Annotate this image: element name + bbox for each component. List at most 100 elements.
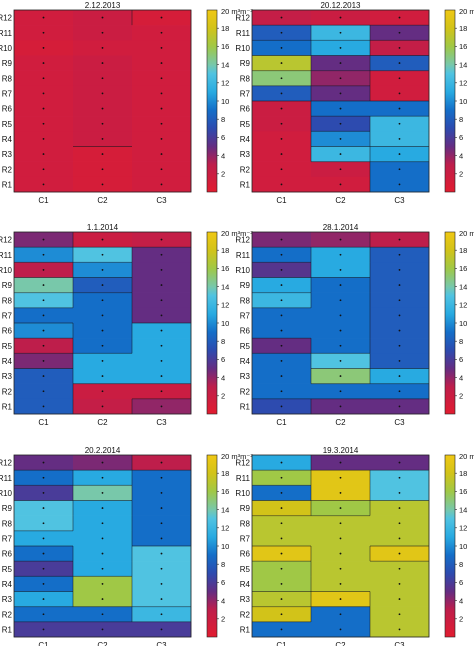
sample-point — [42, 375, 45, 377]
y-tick-label: R6 — [240, 105, 251, 114]
x-tick-label: C3 — [394, 641, 405, 646]
sample-point — [398, 253, 401, 256]
sample-point — [42, 168, 45, 171]
sample-point — [101, 138, 104, 140]
sample-point — [280, 62, 283, 64]
sample-point — [160, 329, 163, 332]
plot-frame — [13, 9, 192, 193]
plot-frame — [251, 454, 430, 638]
y-tick-label: R5 — [2, 342, 13, 351]
sample-point — [280, 329, 283, 332]
y-tick-label: R6 — [2, 550, 13, 559]
sample-point — [280, 92, 283, 95]
colorbar-unit-label: 20 m³m⁻³ — [221, 452, 253, 461]
y-tick-label: R11 — [236, 251, 251, 260]
y-tick-label: R3 — [240, 372, 251, 381]
sample-point — [398, 299, 401, 302]
colorbar — [444, 454, 456, 638]
x-tick-label: C1 — [38, 641, 49, 646]
sample-point — [280, 299, 283, 302]
sample-point — [398, 269, 401, 271]
colorbar-tick-label: 6 — [221, 578, 225, 587]
sample-point — [42, 598, 45, 600]
sample-point — [101, 598, 104, 600]
colorbar-tick-label: 4 — [221, 373, 225, 382]
sample-point — [42, 344, 45, 347]
sample-point — [398, 344, 401, 347]
sample-point — [280, 153, 283, 155]
colorbar-tick-label: 10 — [459, 97, 467, 106]
sample-point — [42, 461, 45, 464]
sample-point — [42, 613, 45, 616]
sample-point — [398, 92, 401, 95]
sample-point — [398, 507, 401, 509]
colorbar-tick-label: 12 — [459, 301, 467, 310]
colorbar-tick-label: 16 — [221, 42, 229, 51]
sample-point — [339, 613, 342, 616]
y-tick-label: R8 — [240, 74, 251, 83]
y-tick-label: R4 — [2, 135, 13, 144]
sample-point — [101, 238, 104, 241]
sample-point — [101, 153, 104, 155]
x-tick-label: C3 — [156, 418, 167, 427]
y-tick-label: R7 — [2, 534, 13, 543]
y-tick-label: R10 — [235, 489, 250, 498]
colorbar-tick-label: 2 — [221, 392, 225, 401]
sample-point — [42, 284, 45, 286]
y-tick-label: R5 — [2, 565, 13, 574]
y-tick-label: R4 — [240, 580, 251, 589]
sample-point — [339, 390, 342, 393]
y-tick-label: R5 — [240, 342, 251, 351]
colorbar-unit-label: 20 m³m⁻³ — [459, 452, 474, 461]
colorbar-tick-label: 18 — [221, 24, 229, 33]
y-tick-label: R6 — [2, 105, 13, 114]
sample-point — [398, 31, 401, 34]
sample-point — [339, 476, 342, 479]
y-tick-label: R11 — [0, 29, 13, 38]
sample-point — [160, 344, 163, 347]
colorbar-tick-label: 4 — [459, 151, 463, 160]
y-tick-label: R8 — [240, 296, 251, 305]
heatmap-panel: 19.3.2014 R12 R11 R10 R9 R8 R7 R6 R5 R4 R3 R2 R1 C1 C2… — [235, 446, 474, 646]
sample-point — [398, 360, 401, 362]
y-tick-label: R2 — [240, 387, 251, 396]
sample-point — [101, 284, 104, 286]
sample-point — [101, 47, 104, 49]
colorbar-tick-label: 16 — [459, 487, 467, 496]
panel-title: 19.3.2014 — [323, 446, 359, 455]
sample-point — [339, 522, 342, 525]
sample-point — [280, 47, 283, 49]
sample-point — [42, 507, 45, 509]
sample-point — [101, 507, 104, 509]
sample-point — [398, 183, 401, 186]
sample-point — [339, 269, 342, 271]
colorbar-tick-label: 8 — [459, 560, 463, 569]
y-tick-label: R9 — [240, 504, 251, 513]
y-tick-label: R9 — [2, 504, 13, 513]
colorbar — [206, 231, 218, 415]
sample-point — [398, 107, 401, 110]
sample-point — [339, 507, 342, 509]
colorbar-tick-label: 2 — [221, 170, 225, 179]
sample-point — [280, 183, 283, 186]
sample-point — [339, 461, 342, 464]
sample-point — [339, 238, 342, 241]
sample-point — [42, 31, 45, 34]
sample-point — [398, 153, 401, 155]
y-tick-label: R8 — [240, 519, 251, 528]
sample-point — [42, 62, 45, 64]
sample-point — [160, 47, 163, 49]
sample-point — [42, 537, 45, 540]
sample-point — [160, 153, 163, 155]
sample-point — [101, 405, 104, 408]
sample-point — [160, 537, 163, 540]
sample-point — [398, 16, 401, 19]
sample-point — [42, 153, 45, 155]
colorbar-tick-label: 8 — [459, 337, 463, 346]
y-tick-label: R2 — [2, 610, 13, 619]
y-tick-label: R2 — [240, 610, 251, 619]
sample-point — [160, 613, 163, 616]
colorbar-unit-label: 20 m³m⁻³ — [221, 229, 253, 238]
sample-point — [160, 31, 163, 34]
sample-point — [398, 62, 401, 64]
